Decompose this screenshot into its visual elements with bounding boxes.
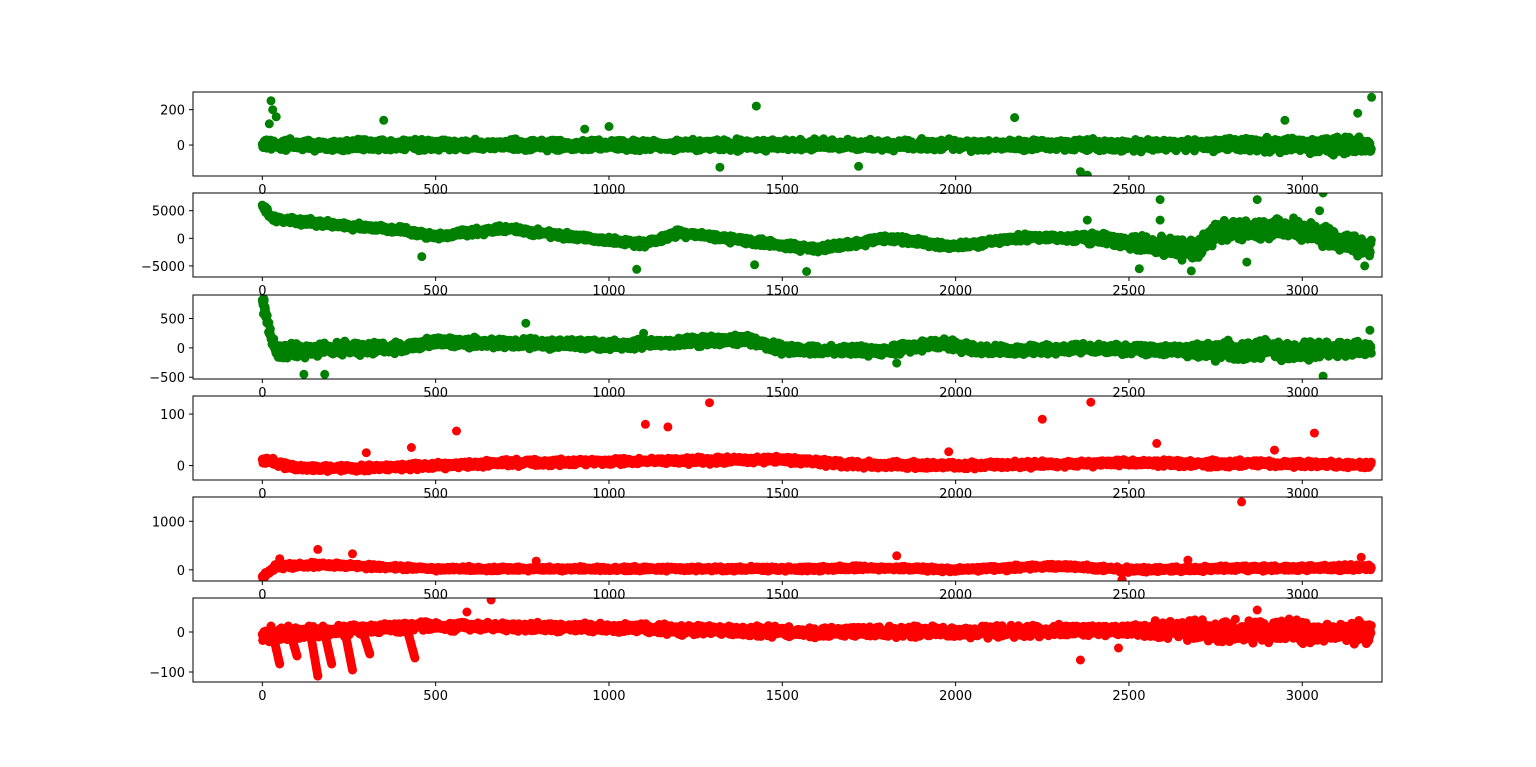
scatter-point — [854, 161, 864, 171]
x-tick-label: 3000 — [1286, 183, 1319, 198]
scatter-point — [715, 162, 725, 172]
subplot-1: 0 500 1000 1500 2000 2500 3000 0 200 — [160, 91, 1383, 198]
x-tick-label: 2000 — [939, 183, 972, 198]
scatter-point — [1082, 170, 1092, 176]
x-tick-label: 1000 — [592, 183, 625, 198]
y-tick-label: 0 — [177, 139, 185, 154]
scatter-point — [268, 105, 278, 115]
subplot-grid: 0 500 1000 1500 2000 2500 3000 0 200 0 500 1000 1500… — [141, 91, 1383, 704]
scatter-point — [379, 115, 389, 125]
x-tick-label: 2500 — [1112, 183, 1145, 198]
scatter-point — [1367, 92, 1377, 102]
scatter-point — [271, 112, 281, 122]
x-tick-label: 1500 — [766, 183, 799, 198]
scatter-point — [1353, 108, 1363, 118]
x-tick-label: 0 — [258, 183, 266, 198]
axes-frame — [192, 91, 1383, 177]
scatter-point — [604, 122, 614, 131]
scatter-point — [266, 96, 276, 106]
scatter-point — [1366, 144, 1376, 154]
scatter-point — [1010, 113, 1020, 123]
scatter-series-1 — [257, 92, 1377, 176]
x-tick-label: 500 — [423, 183, 448, 198]
y-tick-label: 200 — [160, 104, 185, 119]
scatter-series-2 — [257, 193, 1376, 276]
scatter-point — [580, 124, 590, 134]
scatter-point — [1280, 115, 1290, 125]
scatter-point — [751, 101, 761, 111]
scatter-point — [264, 119, 274, 129]
scatter-point — [1075, 167, 1085, 176]
